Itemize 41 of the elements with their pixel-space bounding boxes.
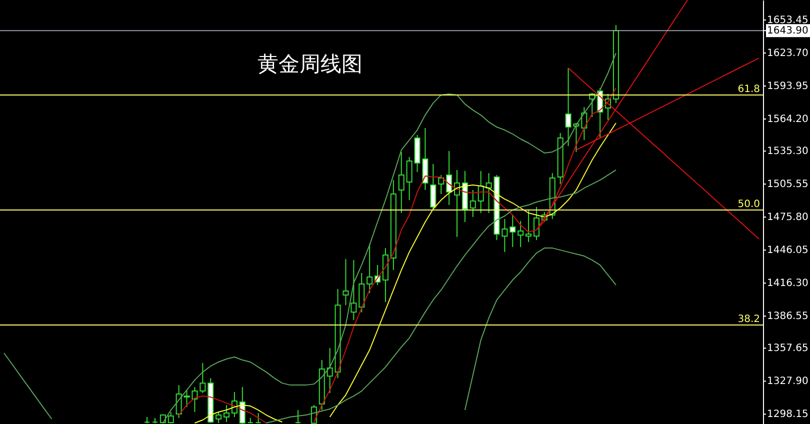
y-tick-label: 1564.20 <box>767 114 808 126</box>
candlestick <box>342 258 349 306</box>
y-tick-label: 1623.70 <box>767 48 808 60</box>
candlestick <box>358 272 365 313</box>
candlestick <box>366 244 373 294</box>
candlestick <box>350 260 357 321</box>
candlestick <box>200 362 206 394</box>
candlestick <box>406 156 412 201</box>
y-tick-label: 1505.55 <box>767 179 808 190</box>
line-series <box>266 169 616 424</box>
y-tick-label: 1653.45 <box>767 15 808 26</box>
y-tick-label: 1535.30 <box>767 146 808 158</box>
y-tick-label: 1327.90 <box>767 376 808 388</box>
candlestick <box>526 210 532 243</box>
candlestick <box>326 348 333 394</box>
y-tick-label: 1386.55 <box>767 311 808 322</box>
y-tick-label: 1298.15 <box>767 409 808 420</box>
text: 黄金周线图 <box>258 52 362 76</box>
candlestick <box>176 384 182 419</box>
candlestick <box>438 174 444 195</box>
y-tick-label: 1475.80 <box>767 212 808 224</box>
candlestick <box>446 150 452 206</box>
candlestick <box>239 386 246 424</box>
y-tick-label: 1416.30 <box>767 278 808 290</box>
candlestick <box>398 151 404 214</box>
annotation: 61.8 <box>738 84 760 95</box>
annotation: 38.2 <box>738 314 760 326</box>
candlestick <box>295 410 302 424</box>
y-tick-label: 1446.05 <box>767 245 808 256</box>
y-tick-label: 1643.90 <box>767 26 808 37</box>
candlestick <box>510 214 516 248</box>
annotation: 50.0 <box>738 199 760 210</box>
line-series <box>464 248 616 411</box>
candlestick <box>430 163 436 210</box>
candlestick <box>533 206 540 241</box>
candlestick <box>255 412 262 424</box>
candlestick <box>502 218 508 253</box>
y-tick-label: 1357.65 <box>767 343 808 354</box>
y-tick-label: 1593.95 <box>767 81 808 92</box>
candlestick <box>518 220 524 248</box>
candlestick <box>470 190 476 218</box>
